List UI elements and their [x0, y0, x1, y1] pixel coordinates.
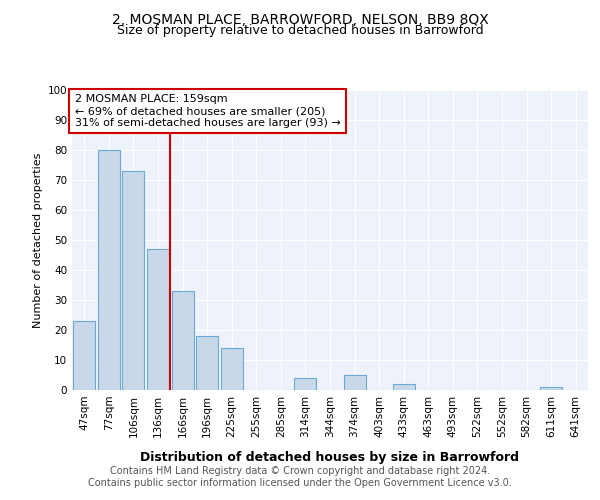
- Bar: [73, 321, 95, 390]
- Y-axis label: Number of detached properties: Number of detached properties: [34, 152, 43, 328]
- Bar: [221, 348, 243, 390]
- Bar: [196, 336, 218, 390]
- Bar: [172, 291, 194, 390]
- Bar: [392, 384, 415, 390]
- Text: Distribution of detached houses by size in Barrowford: Distribution of detached houses by size …: [140, 451, 520, 464]
- Bar: [295, 378, 316, 390]
- Bar: [98, 150, 120, 390]
- Bar: [344, 375, 365, 390]
- Text: 2, MOSMAN PLACE, BARROWFORD, NELSON, BB9 8QX: 2, MOSMAN PLACE, BARROWFORD, NELSON, BB9…: [112, 12, 488, 26]
- Text: 2 MOSMAN PLACE: 159sqm
← 69% of detached houses are smaller (205)
31% of semi-de: 2 MOSMAN PLACE: 159sqm ← 69% of detached…: [74, 94, 340, 128]
- Bar: [147, 249, 169, 390]
- Text: Contains HM Land Registry data © Crown copyright and database right 2024.
Contai: Contains HM Land Registry data © Crown c…: [88, 466, 512, 487]
- Bar: [540, 387, 562, 390]
- Bar: [122, 171, 145, 390]
- Text: Size of property relative to detached houses in Barrowford: Size of property relative to detached ho…: [116, 24, 484, 37]
